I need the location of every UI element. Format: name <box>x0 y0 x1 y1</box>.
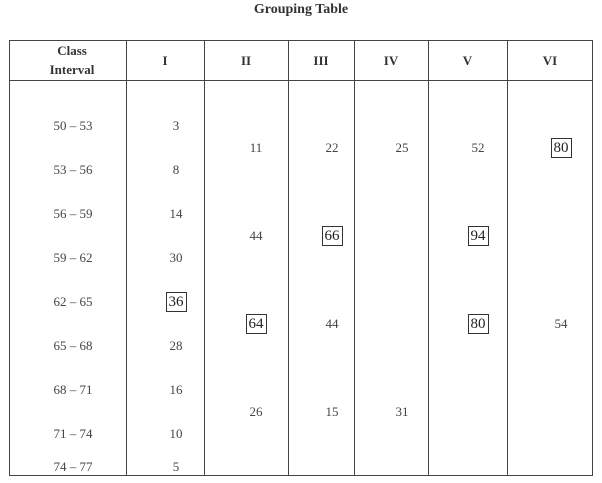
col4-value: 31 <box>395 404 409 419</box>
max-frequency-box: 80 <box>467 314 489 334</box>
interval-cell: 53 – 56 <box>53 162 93 177</box>
col1-value: 28 <box>169 338 183 353</box>
col4-value: 25 <box>395 140 409 155</box>
table-border <box>9 40 593 476</box>
header-col-4: IV <box>383 52 399 68</box>
header-class-interval: Class Interval <box>18 40 126 80</box>
column-divider <box>354 40 355 476</box>
col3-value-max: 66 <box>302 226 362 246</box>
col2-value-max: 64 <box>226 314 286 334</box>
interval-cell: 74 – 77 <box>53 459 93 474</box>
header-col-6: VI <box>542 52 558 68</box>
interval-cell: 50 – 53 <box>53 118 93 133</box>
interval-cell: 56 – 59 <box>53 206 93 221</box>
col1-value: 8 <box>172 162 180 177</box>
interval-cell: 68 – 71 <box>53 382 93 397</box>
interval-cell: 62 – 65 <box>53 294 93 309</box>
col1-value: 10 <box>169 426 183 441</box>
col3-value: 44 <box>325 316 339 331</box>
col5-value-max: 80 <box>448 314 508 334</box>
column-divider <box>204 40 205 476</box>
interval-cell: 65 – 68 <box>53 338 93 353</box>
column-divider <box>126 40 127 476</box>
col6-value: 54 <box>554 316 568 331</box>
column-divider <box>428 40 429 476</box>
header-col-5: V <box>462 52 473 68</box>
col1-value: 14 <box>169 206 183 221</box>
header-col-2: II <box>240 52 252 68</box>
col6-value-max: 80 <box>531 138 591 158</box>
max-frequency-box: 36 <box>165 292 187 312</box>
col5-value: 52 <box>471 140 485 155</box>
header-col-1: I <box>162 52 168 68</box>
col1-value: 5 <box>172 459 180 474</box>
header-divider <box>9 80 593 81</box>
col2-value: 11 <box>249 140 263 155</box>
col3-value: 15 <box>325 404 339 419</box>
column-divider <box>507 40 508 476</box>
interval-cell: 59 – 62 <box>53 250 93 265</box>
col2-value: 44 <box>249 228 263 243</box>
max-frequency-box: 66 <box>321 226 343 246</box>
column-divider <box>288 40 289 476</box>
col1-value: 16 <box>169 382 183 397</box>
col1-value: 30 <box>169 250 183 265</box>
header-class-interval-line1: Class <box>57 43 87 58</box>
max-frequency-box: 80 <box>550 138 572 158</box>
col5-value-max: 94 <box>448 226 508 246</box>
col3-value: 22 <box>325 140 339 155</box>
header-col-3: III <box>313 52 329 68</box>
interval-cell: 71 – 74 <box>53 426 93 441</box>
max-frequency-box: 94 <box>467 226 489 246</box>
header-class-interval-line2: Interval <box>49 62 95 77</box>
col2-value: 26 <box>249 404 263 419</box>
max-frequency-box: 64 <box>245 314 267 334</box>
col1-value-max: 36 <box>146 292 206 312</box>
col1-value: 3 <box>172 118 180 133</box>
table-title: Grouping Table <box>253 2 349 17</box>
